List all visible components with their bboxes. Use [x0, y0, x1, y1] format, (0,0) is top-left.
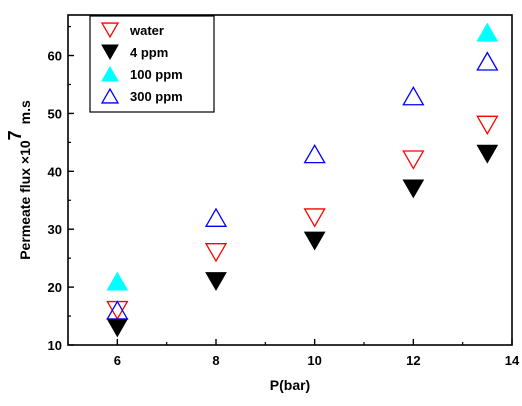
y-axis-title-superscript: 7	[5, 130, 25, 140]
x-tick-label: 6	[114, 353, 121, 368]
x-tick-label: 10	[307, 353, 321, 368]
data-markers	[106, 22, 499, 338]
data-point-300-ppm	[402, 86, 425, 106]
data-point-4-ppm	[205, 272, 227, 292]
x-axis-ticks: 6 8 10 12 14	[67, 339, 520, 368]
data-point-300-ppm	[303, 143, 326, 164]
data-point-100-ppm	[476, 22, 499, 42]
legend-marker-300-ppm	[100, 87, 120, 104]
y-tick-label: 20	[48, 280, 62, 295]
x-tick-label: 8	[212, 353, 219, 368]
y-tick-label: 50	[48, 106, 62, 121]
x-tick-label: 12	[406, 353, 420, 368]
legend-marker-water	[100, 22, 120, 39]
y-tick-label: 40	[48, 164, 62, 179]
y-tick-label: 60	[48, 49, 62, 64]
data-point-300-ppm	[204, 207, 228, 227]
data-point-water	[402, 150, 425, 170]
y-axis-ticks: 10 20 30 40 50 60	[48, 25, 74, 353]
legend-box	[89, 15, 215, 113]
data-point-4-ppm	[106, 318, 129, 338]
legend-label: 4 ppm	[130, 45, 168, 60]
data-point-4-ppm	[476, 144, 499, 164]
legend-marker-100-ppm	[101, 66, 119, 82]
data-point-water	[303, 208, 326, 228]
legend-label: 300 ppm	[130, 89, 183, 104]
svg-text:Permeate flux ×107m.s: Permeate flux ×107 m.s	[5, 100, 33, 260]
data-point-300-ppm	[476, 51, 499, 71]
y-tick-label: 10	[48, 338, 62, 353]
data-point-4-ppm	[303, 231, 326, 251]
data-point-water	[106, 300, 129, 321]
data-point-water	[204, 243, 228, 263]
data-point-4-ppm	[402, 179, 425, 199]
y-axis-title-main: Permeate flux ×10	[17, 140, 33, 260]
data-point-100-ppm	[106, 271, 129, 291]
y-axis-title-unit: m.s	[17, 100, 33, 124]
y-axis-title: Permeate flux ×107 m.s	[5, 100, 33, 260]
data-point-water	[476, 115, 499, 136]
legend-label: water	[129, 23, 164, 38]
data-point-300-ppm	[106, 300, 129, 320]
x-tick-label: 14	[505, 353, 520, 368]
plot-frame	[67, 14, 513, 346]
y-tick-label: 30	[48, 222, 62, 237]
legend-marker-4-ppm	[101, 44, 119, 60]
legend: water 4 ppm 100 ppm 300 ppm	[89, 15, 215, 113]
legend-label: 100 ppm	[130, 67, 183, 82]
x-axis-title: P(bar)	[270, 377, 310, 393]
